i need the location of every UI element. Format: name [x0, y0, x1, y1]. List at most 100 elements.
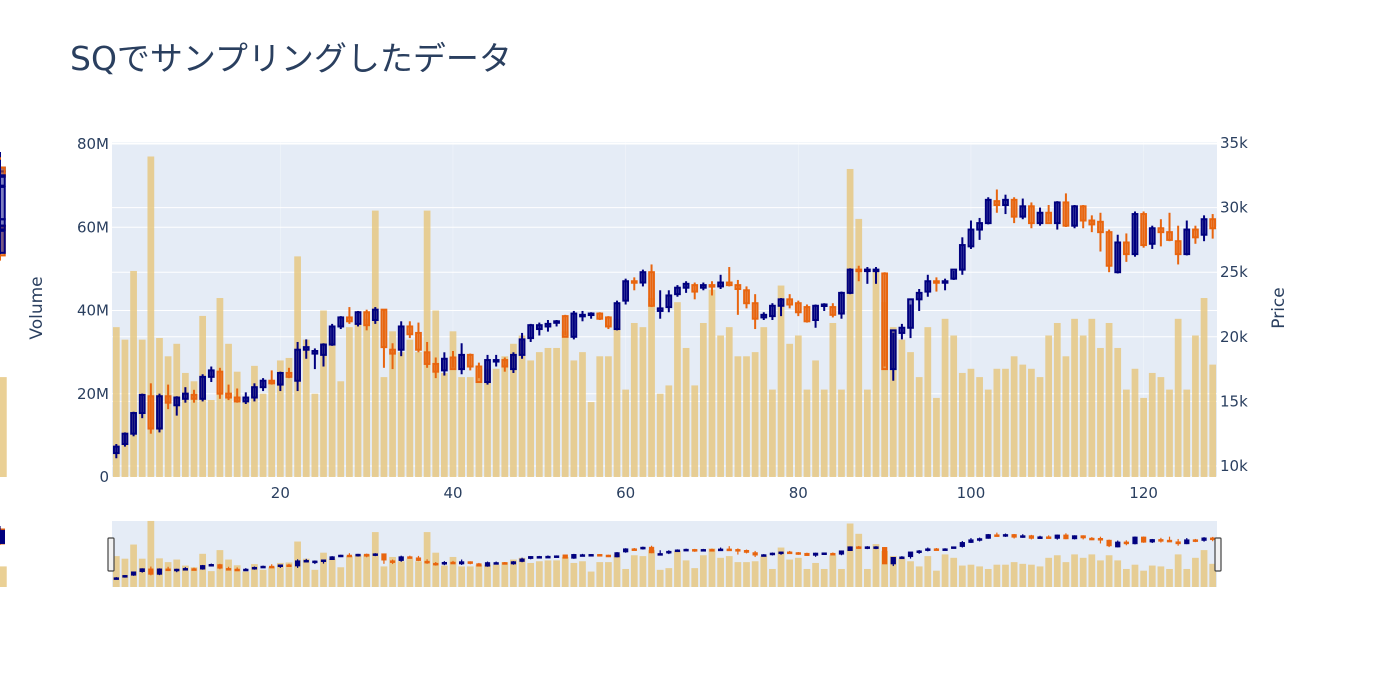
volume-bar[interactable]: [941, 554, 949, 587]
candlestick[interactable]: [199, 374, 207, 402]
candlestick[interactable]: [1002, 533, 1009, 537]
volume-bar[interactable]: [1209, 364, 1217, 477]
volume-bar[interactable]: [147, 520, 155, 587]
volume-bar[interactable]: [725, 556, 733, 587]
volume-bar[interactable]: [984, 389, 992, 477]
candlestick[interactable]: [1019, 198, 1027, 220]
volume-bar[interactable]: [682, 347, 690, 477]
candlestick[interactable]: [1002, 194, 1009, 215]
candlestick[interactable]: [389, 559, 396, 565]
volume-bar[interactable]: [251, 564, 258, 587]
volume-bar[interactable]: [233, 371, 241, 477]
volume-bar[interactable]: [1183, 389, 1191, 477]
volume-bar[interactable]: [1148, 565, 1156, 587]
volume-bar[interactable]: [656, 569, 664, 587]
candlestick[interactable]: [148, 566, 154, 576]
candlestick[interactable]: [623, 548, 629, 553]
candlestick[interactable]: [338, 554, 344, 558]
candlestick[interactable]: [130, 571, 137, 576]
volume-bar[interactable]: [112, 327, 120, 477]
candlestick[interactable]: [873, 546, 879, 550]
candlestick[interactable]: [329, 556, 335, 560]
volume-bar[interactable]: [656, 393, 664, 477]
candlestick[interactable]: [812, 304, 819, 328]
candlestick[interactable]: [752, 550, 758, 558]
volume-bar[interactable]: [182, 372, 189, 477]
volume-bar[interactable]: [1097, 347, 1104, 477]
candlestick[interactable]: [259, 378, 267, 392]
candlestick[interactable]: [735, 548, 741, 555]
main-plot-area[interactable]: [0, 142, 1217, 478]
candlestick[interactable]: [751, 294, 759, 330]
candlestick[interactable]: [1105, 229, 1113, 273]
candlestick[interactable]: [527, 323, 535, 342]
candlestick[interactable]: [830, 552, 836, 556]
candlestick[interactable]: [371, 307, 379, 324]
candlestick[interactable]: [225, 384, 232, 401]
volume-bar[interactable]: [665, 568, 673, 587]
volume-bar[interactable]: [950, 335, 958, 477]
volume-bar[interactable]: [1192, 335, 1199, 477]
candlestick[interactable]: [829, 303, 837, 318]
candlestick[interactable]: [639, 269, 647, 287]
candlestick[interactable]: [415, 322, 422, 353]
volume-bar[interactable]: [112, 556, 120, 587]
volume-bar[interactable]: [933, 570, 940, 587]
candlestick[interactable]: [372, 553, 378, 557]
candlestick[interactable]: [484, 561, 491, 567]
candlestick[interactable]: [0, 185, 6, 231]
volume-bar[interactable]: [380, 377, 388, 477]
volume-bar[interactable]: [613, 554, 621, 587]
volume-bar[interactable]: [760, 327, 768, 477]
volume-bar[interactable]: [1140, 570, 1147, 587]
volume-bar[interactable]: [130, 544, 137, 587]
volume-bar[interactable]: [708, 289, 716, 477]
candlestick[interactable]: [967, 220, 975, 249]
volume-bar[interactable]: [691, 385, 699, 477]
candlestick[interactable]: [1020, 534, 1026, 538]
volume-bar[interactable]: [639, 327, 647, 477]
candlestick[interactable]: [890, 557, 896, 567]
volume-bar[interactable]: [1079, 557, 1087, 587]
candlestick[interactable]: [174, 568, 180, 573]
volume-bar[interactable]: [1010, 356, 1018, 477]
volume-bar[interactable]: [268, 567, 276, 587]
candlestick[interactable]: [1028, 202, 1035, 229]
candlestick[interactable]: [276, 371, 284, 392]
candlestick[interactable]: [916, 550, 922, 554]
volume-bar[interactable]: [777, 285, 785, 477]
candlestick[interactable]: [863, 267, 871, 284]
candlestick[interactable]: [112, 444, 120, 459]
volume-bar[interactable]: [786, 559, 794, 587]
volume-bar[interactable]: [1200, 550, 1208, 587]
volume-bar[interactable]: [587, 571, 595, 587]
volume-bar[interactable]: [596, 356, 604, 477]
volume-bar[interactable]: [199, 553, 207, 587]
volume-bar[interactable]: [872, 268, 880, 477]
volume-bar[interactable]: [475, 368, 483, 477]
candlestick[interactable]: [458, 343, 466, 375]
volume-bar[interactable]: [907, 352, 914, 477]
volume-bar[interactable]: [518, 557, 526, 587]
volume-bar[interactable]: [311, 393, 319, 477]
volume-bar[interactable]: [639, 556, 647, 587]
volume-bar[interactable]: [708, 548, 716, 587]
volume-bar[interactable]: [1036, 566, 1044, 587]
volume-bar[interactable]: [958, 372, 966, 477]
candlestick[interactable]: [596, 312, 604, 321]
volume-bar[interactable]: [311, 569, 319, 587]
candlestick[interactable]: [510, 561, 517, 565]
volume-bar[interactable]: [363, 554, 371, 587]
volume-bar[interactable]: [1157, 377, 1165, 477]
volume-bar[interactable]: [130, 270, 137, 477]
candlestick[interactable]: [337, 316, 345, 330]
candlestick[interactable]: [328, 323, 336, 346]
volume-bar[interactable]: [173, 559, 181, 587]
volume-bar[interactable]: [855, 218, 863, 478]
candlestick[interactable]: [899, 556, 905, 560]
volume-bar[interactable]: [225, 343, 232, 477]
candlestick[interactable]: [924, 274, 932, 297]
volume-bar[interactable]: [579, 561, 586, 587]
volume-bar[interactable]: [354, 555, 362, 587]
candlestick[interactable]: [691, 282, 699, 300]
